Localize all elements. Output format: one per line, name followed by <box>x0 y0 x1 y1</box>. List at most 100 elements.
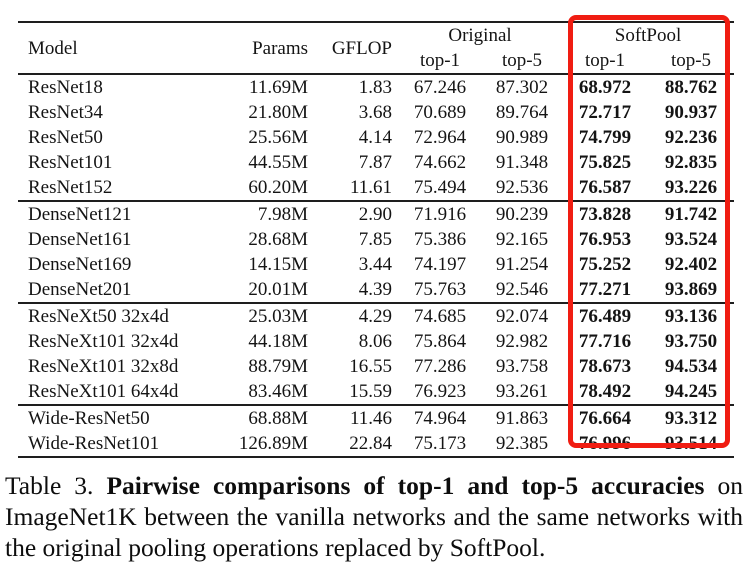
original-top1-cell: 72.964 <box>413 127 467 148</box>
params-cell: 28.68M <box>248 229 308 250</box>
table-row: Wide-ResNet101 126.89M 22.84 75.173 92.3… <box>18 431 734 457</box>
softpool-top1-cell: 76.996 <box>578 433 632 454</box>
softpool-top1-cell: 78.673 <box>578 356 632 377</box>
table-row: ResNet101 44.55M 7.87 74.662 91.348 75.8… <box>18 150 734 175</box>
softpool-top5-cell: 92.236 <box>664 127 718 148</box>
softpool-top5-cell: 90.937 <box>664 102 718 123</box>
softpool-top5-cell: 93.750 <box>664 331 718 352</box>
model-cell: ResNet152 <box>28 177 113 198</box>
params-cell: 20.01M <box>248 279 308 300</box>
gflop-cell: 11.61 <box>349 177 392 198</box>
original-top5-cell: 92.982 <box>495 331 549 352</box>
original-top5-cell: 93.758 <box>495 356 549 377</box>
model-cell: ResNet18 <box>28 77 103 98</box>
original-top5-cell: 91.254 <box>495 254 549 275</box>
softpool-top1-cell: 78.492 <box>578 381 632 402</box>
softpool-top1-cell: 77.716 <box>578 331 632 352</box>
params-cell: 44.18M <box>248 331 308 352</box>
model-cell: ResNet50 <box>28 127 103 148</box>
original-top1-cell: 75.864 <box>413 331 467 352</box>
params-cell: 88.79M <box>248 356 308 377</box>
model-cell: Wide-ResNet50 <box>28 408 150 429</box>
gflop-cell: 3.68 <box>358 102 392 123</box>
original-top1-cell: 74.964 <box>413 408 467 429</box>
column-header-original-top1: top-1 <box>419 50 461 71</box>
column-group-original: Original <box>448 25 512 46</box>
original-top5-cell: 92.074 <box>495 306 549 327</box>
softpool-top5-cell: 94.534 <box>664 356 718 377</box>
model-cell: ResNet34 <box>28 102 103 123</box>
original-top1-cell: 70.689 <box>413 102 467 123</box>
original-top5-cell: 92.536 <box>495 177 549 198</box>
original-top1-cell: 77.286 <box>413 356 467 377</box>
table-row: ResNet152 60.20M 11.61 75.494 92.536 76.… <box>18 175 734 201</box>
softpool-top5-cell: 93.869 <box>664 279 718 300</box>
model-cell: DenseNet121 <box>28 204 132 225</box>
original-top1-cell: 67.246 <box>413 77 467 98</box>
params-cell: 68.88M <box>248 408 308 429</box>
softpool-top5-cell: 93.226 <box>664 177 718 198</box>
params-cell: 60.20M <box>248 177 308 198</box>
gflop-cell: 22.84 <box>349 433 392 454</box>
table-header: Model Params GFLOP Original SoftPool top… <box>18 22 735 74</box>
softpool-top5-cell: 91.742 <box>664 204 718 225</box>
original-top1-cell: 74.197 <box>413 254 467 275</box>
original-top5-cell: 93.261 <box>495 381 549 402</box>
softpool-top5-cell: 92.835 <box>664 152 718 173</box>
softpool-top5-cell: 93.514 <box>664 433 718 454</box>
column-header-original-top5: top-5 <box>501 50 543 71</box>
params-cell: 14.15M <box>248 254 308 275</box>
params-cell: 11.69M <box>249 77 308 98</box>
column-header-model: Model <box>28 37 78 59</box>
gflop-cell: 3.44 <box>358 254 392 275</box>
model-cell: ResNeXt101 64x4d <box>28 381 179 402</box>
original-top1-cell: 75.763 <box>413 279 467 300</box>
column-header-params: Params <box>252 37 308 59</box>
table-row: DenseNet169 14.15M 3.44 74.197 91.254 75… <box>18 252 734 277</box>
table-row: ResNet50 25.56M 4.14 72.964 90.989 74.79… <box>18 125 734 150</box>
results-table: Model Params GFLOP Original SoftPool top… <box>18 21 735 458</box>
model-cell: ResNeXt50 32x4d <box>28 306 169 327</box>
column-group-softpool: SoftPool <box>614 25 682 46</box>
original-top1-cell: 71.916 <box>413 204 467 225</box>
gflop-cell: 11.46 <box>349 408 392 429</box>
softpool-top5-cell: 93.524 <box>664 229 718 250</box>
gflop-cell: 1.83 <box>358 77 392 98</box>
params-cell: 7.98M <box>257 204 308 225</box>
model-cell: ResNet101 <box>28 152 113 173</box>
table-group: DenseNet121 7.98M 2.90 71.916 90.239 73.… <box>18 201 735 303</box>
softpool-top1-cell: 75.252 <box>578 254 632 275</box>
softpool-top1-cell: 76.489 <box>578 306 632 327</box>
params-cell: 25.56M <box>248 127 308 148</box>
softpool-top1-cell: 74.799 <box>578 127 632 148</box>
caption-prefix: Table 3. <box>5 471 107 500</box>
column-header-softpool-top5: top-5 <box>670 50 712 71</box>
table-row: Wide-ResNet50 68.88M 11.46 74.964 91.863… <box>18 405 734 431</box>
gflop-cell: 7.87 <box>358 152 392 173</box>
params-cell: 83.46M <box>248 381 308 402</box>
table-group: ResNeXt50 32x4d 25.03M 4.29 74.685 92.07… <box>18 303 735 405</box>
original-top5-cell: 87.302 <box>495 77 549 98</box>
gflop-cell: 8.06 <box>358 331 392 352</box>
model-cell: ResNeXt101 32x8d <box>28 356 179 377</box>
original-top5-cell: 89.764 <box>495 102 549 123</box>
model-cell: DenseNet161 <box>28 229 132 250</box>
softpool-top5-cell: 93.136 <box>664 306 718 327</box>
softpool-top1-cell: 77.271 <box>578 279 632 300</box>
original-top5-cell: 92.165 <box>495 229 549 250</box>
column-header-gflop: GFLOP <box>331 37 392 59</box>
gflop-cell: 4.14 <box>358 127 392 148</box>
model-cell: DenseNet201 <box>28 279 132 300</box>
gflop-cell: 4.29 <box>358 306 392 327</box>
params-cell: 126.89M <box>238 433 308 454</box>
original-top1-cell: 75.386 <box>413 229 467 250</box>
table-group: Wide-ResNet50 68.88M 11.46 74.964 91.863… <box>18 405 735 457</box>
column-header-softpool-top1: top-1 <box>584 50 626 71</box>
caption-suffix: on ImageNet1K between the vanilla networ… <box>5 471 743 562</box>
softpool-top1-cell: 76.587 <box>578 177 632 198</box>
softpool-top5-cell: 94.245 <box>664 381 718 402</box>
model-cell: Wide-ResNet101 <box>28 433 160 454</box>
table-row: DenseNet161 28.68M 7.85 75.386 92.165 76… <box>18 227 734 252</box>
softpool-top1-cell: 68.972 <box>578 77 632 98</box>
